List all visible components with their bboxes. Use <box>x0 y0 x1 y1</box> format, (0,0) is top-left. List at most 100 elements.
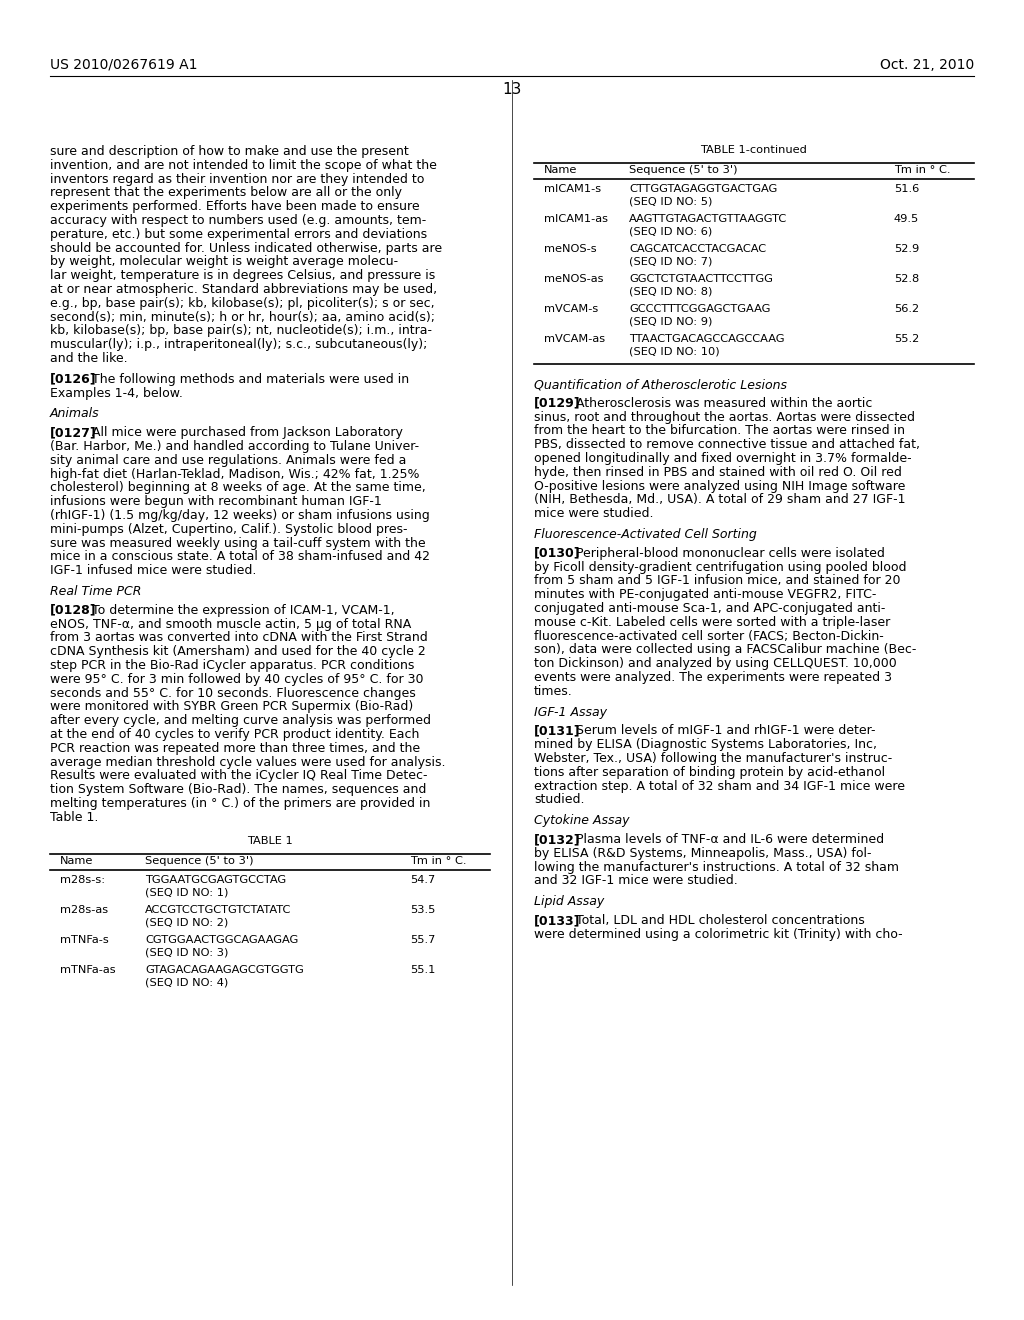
Text: (SEQ ID NO: 10): (SEQ ID NO: 10) <box>629 346 720 356</box>
Text: second(s); min, minute(s); h or hr, hour(s); aa, amino acid(s);: second(s); min, minute(s); h or hr, hour… <box>50 310 435 323</box>
Text: mouse c-Kit. Labeled cells were sorted with a triple-laser: mouse c-Kit. Labeled cells were sorted w… <box>534 616 890 628</box>
Text: CAGCATCACCTACGACAC: CAGCATCACCTACGACAC <box>629 244 766 253</box>
Text: invention, and are not intended to limit the scope of what the: invention, and are not intended to limit… <box>50 158 437 172</box>
Text: Webster, Tex., USA) following the manufacturer's instruc-: Webster, Tex., USA) following the manufa… <box>534 752 892 766</box>
Text: (SEQ ID NO: 1): (SEQ ID NO: 1) <box>145 887 228 898</box>
Text: infusions were begun with recombinant human IGF-1: infusions were begun with recombinant hu… <box>50 495 382 508</box>
Text: (SEQ ID NO: 3): (SEQ ID NO: 3) <box>145 946 228 957</box>
Text: PCR reaction was repeated more than three times, and the: PCR reaction was repeated more than thre… <box>50 742 420 755</box>
Text: by Ficoll density-gradient centrifugation using pooled blood: by Ficoll density-gradient centrifugatio… <box>534 561 906 574</box>
Text: (SEQ ID NO: 2): (SEQ ID NO: 2) <box>145 917 228 927</box>
Text: 56.2: 56.2 <box>894 304 920 314</box>
Text: m28s-s:: m28s-s: <box>60 875 105 884</box>
Text: Real Time PCR: Real Time PCR <box>50 585 141 598</box>
Text: inventors regard as their invention nor are they intended to: inventors regard as their invention nor … <box>50 173 424 186</box>
Text: O-positive lesions were analyzed using NIH Image software: O-positive lesions were analyzed using N… <box>534 479 905 492</box>
Text: were 95° C. for 3 min followed by 40 cycles of 95° C. for 30: were 95° C. for 3 min followed by 40 cyc… <box>50 673 424 686</box>
Text: [0128]: [0128] <box>50 603 96 616</box>
Text: 52.8: 52.8 <box>894 275 920 284</box>
Text: (SEQ ID NO: 7): (SEQ ID NO: 7) <box>629 256 713 267</box>
Text: lar weight, temperature is in degrees Celsius, and pressure is: lar weight, temperature is in degrees Ce… <box>50 269 435 282</box>
Text: Name: Name <box>60 855 93 866</box>
Text: (NIH, Bethesda, Md., USA). A total of 29 sham and 27 IGF-1: (NIH, Bethesda, Md., USA). A total of 29… <box>534 494 905 507</box>
Text: Fluorescence-Activated Cell Sorting: Fluorescence-Activated Cell Sorting <box>534 528 757 541</box>
Text: Results were evaluated with the iCycler IQ Real Time Detec-: Results were evaluated with the iCycler … <box>50 770 427 783</box>
Text: (SEQ ID NO: 9): (SEQ ID NO: 9) <box>629 317 713 326</box>
Text: ton Dickinson) and analyzed by using CELLQUEST. 10,000: ton Dickinson) and analyzed by using CEL… <box>534 657 897 671</box>
Text: [0133]: [0133] <box>534 913 581 927</box>
Text: m28s-as: m28s-as <box>60 904 109 915</box>
Text: opened longitudinally and fixed overnight in 3.7% formalde-: opened longitudinally and fixed overnigh… <box>534 451 911 465</box>
Text: (Bar. Harbor, Me.) and handled according to Tulane Univer-: (Bar. Harbor, Me.) and handled according… <box>50 440 419 453</box>
Text: Peripheral-blood mononuclear cells were isolated: Peripheral-blood mononuclear cells were … <box>575 546 885 560</box>
Text: average median threshold cycle values were used for analysis.: average median threshold cycle values we… <box>50 755 445 768</box>
Text: experiments performed. Efforts have been made to ensure: experiments performed. Efforts have been… <box>50 201 420 214</box>
Text: Tm in ° C.: Tm in ° C. <box>410 855 467 866</box>
Text: after every cycle, and melting curve analysis was performed: after every cycle, and melting curve ana… <box>50 714 431 727</box>
Text: Lipid Assay: Lipid Assay <box>534 895 604 908</box>
Text: Quantification of Atherosclerotic Lesions: Quantification of Atherosclerotic Lesion… <box>534 378 787 391</box>
Text: events were analyzed. The experiments were repeated 3: events were analyzed. The experiments we… <box>534 671 892 684</box>
Text: Animals: Animals <box>50 408 99 420</box>
Text: 49.5: 49.5 <box>894 214 920 224</box>
Text: The following methods and materials were used in: The following methods and materials were… <box>92 372 410 385</box>
Text: 54.7: 54.7 <box>410 875 435 884</box>
Text: sinus, root and throughout the aortas. Aortas were dissected: sinus, root and throughout the aortas. A… <box>534 411 915 424</box>
Text: PBS, dissected to remove connective tissue and attached fat,: PBS, dissected to remove connective tiss… <box>534 438 920 451</box>
Text: mice in a conscious state. A total of 38 sham-infused and 42: mice in a conscious state. A total of 38… <box>50 550 430 564</box>
Text: were determined using a colorimetric kit (Trinity) with cho-: were determined using a colorimetric kit… <box>534 928 902 941</box>
Text: times.: times. <box>534 685 572 698</box>
Text: mVCAM-s: mVCAM-s <box>544 304 598 314</box>
Text: Plasma levels of TNF-α and IL-6 were determined: Plasma levels of TNF-α and IL-6 were det… <box>575 833 884 846</box>
Text: Cytokine Assay: Cytokine Assay <box>534 814 630 828</box>
Text: mICAM1-s: mICAM1-s <box>544 183 601 194</box>
Text: 55.2: 55.2 <box>894 334 920 345</box>
Text: at the end of 40 cycles to verify PCR product identity. Each: at the end of 40 cycles to verify PCR pr… <box>50 729 420 741</box>
Text: [0132]: [0132] <box>534 833 581 846</box>
Text: (SEQ ID NO: 8): (SEQ ID NO: 8) <box>629 286 713 297</box>
Text: were monitored with SYBR Green PCR Supermix (Bio-Rad): were monitored with SYBR Green PCR Super… <box>50 701 414 713</box>
Text: Sequence (5' to 3'): Sequence (5' to 3') <box>145 855 254 866</box>
Text: CGTGGAACTGGCAGAAGAG: CGTGGAACTGGCAGAAGAG <box>145 935 298 945</box>
Text: [0131]: [0131] <box>534 725 581 738</box>
Text: studied.: studied. <box>534 793 585 807</box>
Text: extraction step. A total of 32 sham and 34 IGF-1 mice were: extraction step. A total of 32 sham and … <box>534 780 905 792</box>
Text: 13: 13 <box>503 82 521 96</box>
Text: sity animal care and use regulations. Animals were fed a: sity animal care and use regulations. An… <box>50 454 407 467</box>
Text: accuracy with respect to numbers used (e.g. amounts, tem-: accuracy with respect to numbers used (e… <box>50 214 426 227</box>
Text: 51.6: 51.6 <box>894 183 920 194</box>
Text: IGF-1 Assay: IGF-1 Assay <box>534 706 607 718</box>
Text: kb, kilobase(s); bp, base pair(s); nt, nucleotide(s); i.m., intra-: kb, kilobase(s); bp, base pair(s); nt, n… <box>50 325 432 338</box>
Text: ACCGTCCTGCTGTCTATATC: ACCGTCCTGCTGTCTATATC <box>145 904 292 915</box>
Text: 52.9: 52.9 <box>894 244 920 253</box>
Text: Name: Name <box>544 165 578 176</box>
Text: muscular(ly); i.p., intraperitoneal(ly); s.c., subcutaneous(ly);: muscular(ly); i.p., intraperitoneal(ly);… <box>50 338 427 351</box>
Text: Examples 1-4, below.: Examples 1-4, below. <box>50 387 183 400</box>
Text: sure and description of how to make and use the present: sure and description of how to make and … <box>50 145 409 158</box>
Text: cDNA Synthesis kit (Amersham) and used for the 40 cycle 2: cDNA Synthesis kit (Amersham) and used f… <box>50 645 426 659</box>
Text: Atherosclerosis was measured within the aortic: Atherosclerosis was measured within the … <box>575 397 872 409</box>
Text: seconds and 55° C. for 10 seconds. Fluorescence changes: seconds and 55° C. for 10 seconds. Fluor… <box>50 686 416 700</box>
Text: tions after separation of binding protein by acid-ethanol: tions after separation of binding protei… <box>534 766 885 779</box>
Text: (SEQ ID NO: 4): (SEQ ID NO: 4) <box>145 977 228 987</box>
Text: tion System Software (Bio-Rad). The names, sequences and: tion System Software (Bio-Rad). The name… <box>50 783 426 796</box>
Text: Total, LDL and HDL cholesterol concentrations: Total, LDL and HDL cholesterol concentra… <box>575 913 864 927</box>
Text: CTTGGTAGAGGTGACTGAG: CTTGGTAGAGGTGACTGAG <box>629 183 777 194</box>
Text: mined by ELISA (Diagnostic Systems Laboratories, Inc,: mined by ELISA (Diagnostic Systems Labor… <box>534 738 877 751</box>
Text: cholesterol) beginning at 8 weeks of age. At the same time,: cholesterol) beginning at 8 weeks of age… <box>50 482 426 495</box>
Text: fluorescence-activated cell sorter (FACS; Becton-Dickin-: fluorescence-activated cell sorter (FACS… <box>534 630 884 643</box>
Text: e.g., bp, base pair(s); kb, kilobase(s); pl, picoliter(s); s or sec,: e.g., bp, base pair(s); kb, kilobase(s);… <box>50 297 434 310</box>
Text: GCCCTTTCGGAGCTGAAG: GCCCTTTCGGAGCTGAAG <box>629 304 770 314</box>
Text: AAGTTGTAGACTGTTAAGGTC: AAGTTGTAGACTGTTAAGGTC <box>629 214 787 224</box>
Text: mTNFa-as: mTNFa-as <box>60 965 116 974</box>
Text: TTAACTGACAGCCAGCCAAG: TTAACTGACAGCCAGCCAAG <box>629 334 784 345</box>
Text: Table 1.: Table 1. <box>50 810 98 824</box>
Text: [0129]: [0129] <box>534 397 581 409</box>
Text: from the heart to the bifurcation. The aortas were rinsed in: from the heart to the bifurcation. The a… <box>534 425 905 437</box>
Text: melting temperatures (in ° C.) of the primers are provided in: melting temperatures (in ° C.) of the pr… <box>50 797 430 810</box>
Text: from 5 sham and 5 IGF-1 infusion mice, and stained for 20: from 5 sham and 5 IGF-1 infusion mice, a… <box>534 574 900 587</box>
Text: GTAGACAGAAGAGCGTGGTG: GTAGACAGAAGAGCGTGGTG <box>145 965 304 974</box>
Text: son), data were collected using a FACSCalibur machine (Bec-: son), data were collected using a FACSCa… <box>534 643 916 656</box>
Text: [0127]: [0127] <box>50 426 96 440</box>
Text: step PCR in the Bio-Rad iCycler apparatus. PCR conditions: step PCR in the Bio-Rad iCycler apparatu… <box>50 659 415 672</box>
